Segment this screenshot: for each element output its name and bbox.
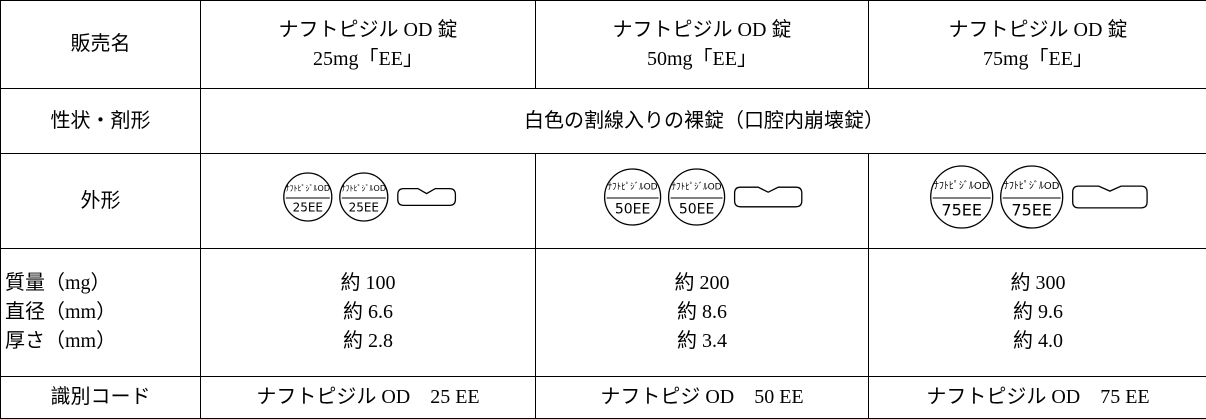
product-strength: 25mg「EE」 bbox=[201, 45, 535, 74]
imprint-top: ﾅﾌﾄﾋﾟｼﾞﾙOD bbox=[934, 180, 990, 192]
measure-labels: 質量（mg）直径（mm）厚さ（mm） bbox=[1, 249, 201, 377]
imprint-bottom: 50EE bbox=[679, 201, 715, 217]
row-shape: 性状・剤形 白色の割線入りの裸錠（口腔内崩壊錠） bbox=[1, 89, 1206, 154]
product-name: ナフトピジル OD 錠 bbox=[536, 16, 868, 45]
row-label: 識別コード bbox=[1, 377, 201, 419]
imprint-top: ﾅﾌﾄﾋﾟｼﾞﾙOD bbox=[608, 181, 658, 192]
tablet-side bbox=[398, 188, 456, 205]
measure-value: 約 4.0 bbox=[869, 327, 1206, 356]
measure-value: 約 9.6 bbox=[869, 298, 1206, 327]
id-value: ナフトピジル OD 75 EE bbox=[869, 377, 1206, 419]
pill-cell: ﾅﾌﾄﾋﾟｼﾞﾙOD 75EE ﾅﾌﾄﾋﾟｼﾞﾙOD 75EE bbox=[869, 154, 1206, 249]
measure-label: 厚さ（mm） bbox=[5, 327, 200, 356]
shape-value: 白色の割線入りの裸錠（口腔内崩壊錠） bbox=[201, 89, 1206, 154]
row-appearance: 外形 ﾅﾌﾄﾋﾟｼﾞﾙOD 25EE ﾅﾌﾄﾋﾟｼﾞﾙOD 25EE ﾅﾌﾄﾋﾟｼﾞﾙ… bbox=[1, 154, 1206, 249]
tablet-figure: ﾅﾌﾄﾋﾟｼﾞﾙOD 25EE ﾅﾌﾄﾋﾟｼﾞﾙOD 25EE bbox=[208, 157, 528, 237]
product-strength: 75mg「EE」 bbox=[869, 45, 1206, 74]
imprint-bottom: 75EE bbox=[1011, 200, 1052, 219]
product-name: ナフトピジル OD 錠 bbox=[869, 16, 1206, 45]
measure-value: 約 3.4 bbox=[536, 327, 868, 356]
measure-value: 約 200 bbox=[536, 269, 868, 298]
imprint-top: ﾅﾌﾄﾋﾟｼﾞﾙOD bbox=[672, 181, 722, 192]
imprint-bottom: 50EE bbox=[615, 201, 651, 217]
row-id: 識別コード ナフトピジル OD 25 EE ナフトピジ OD 50 EE ナフト… bbox=[1, 377, 1206, 419]
id-value: ナフトピジ OD 50 EE bbox=[536, 377, 869, 419]
pill-cell: ﾅﾌﾄﾋﾟｼﾞﾙOD 25EE ﾅﾌﾄﾋﾟｼﾞﾙOD 25EE bbox=[201, 154, 536, 249]
tablet-side bbox=[735, 187, 802, 207]
measure-label: 質量（mg） bbox=[5, 269, 200, 298]
row-label: 性状・剤形 bbox=[1, 89, 201, 154]
id-value: ナフトピジル OD 25 EE bbox=[201, 377, 536, 419]
measure-value: 約 2.8 bbox=[201, 327, 535, 356]
imprint-top: ﾅﾌﾄﾋﾟｼﾞﾙOD bbox=[286, 184, 330, 193]
imprint-top: ﾅﾌﾄﾋﾟｼﾞﾙOD bbox=[342, 184, 386, 193]
imprint-bottom: 25EE bbox=[349, 200, 379, 214]
imprint-bottom: 25EE bbox=[293, 200, 323, 214]
measure-value: 約 100 bbox=[201, 269, 535, 298]
tablet-side bbox=[1073, 186, 1147, 208]
row-label: 外形 bbox=[1, 154, 201, 249]
product-strength: 50mg「EE」 bbox=[536, 45, 868, 74]
tablet-figure: ﾅﾌﾄﾋﾟｼﾞﾙOD 50EE ﾅﾌﾄﾋﾟｼﾞﾙOD 50EE bbox=[542, 157, 862, 237]
imprint-top: ﾅﾌﾄﾋﾟｼﾞﾙOD bbox=[1004, 180, 1060, 192]
measure-label: 直径（mm） bbox=[5, 298, 200, 327]
measure-value: 約 8.6 bbox=[536, 298, 868, 327]
product-name: ナフトピジル OD 錠 bbox=[201, 16, 535, 45]
measure-value: 約 6.6 bbox=[201, 298, 535, 327]
imprint-bottom: 75EE bbox=[941, 200, 982, 219]
row-label: 販売名 bbox=[1, 1, 201, 89]
tablet-figure: ﾅﾌﾄﾋﾟｼﾞﾙOD 75EE ﾅﾌﾄﾋﾟｼﾞﾙOD 75EE bbox=[878, 157, 1198, 237]
measure-value: 約 300 bbox=[869, 269, 1206, 298]
pill-cell: ﾅﾌﾄﾋﾟｼﾞﾙOD 50EE ﾅﾌﾄﾋﾟｼﾞﾙOD 50EE bbox=[536, 154, 869, 249]
